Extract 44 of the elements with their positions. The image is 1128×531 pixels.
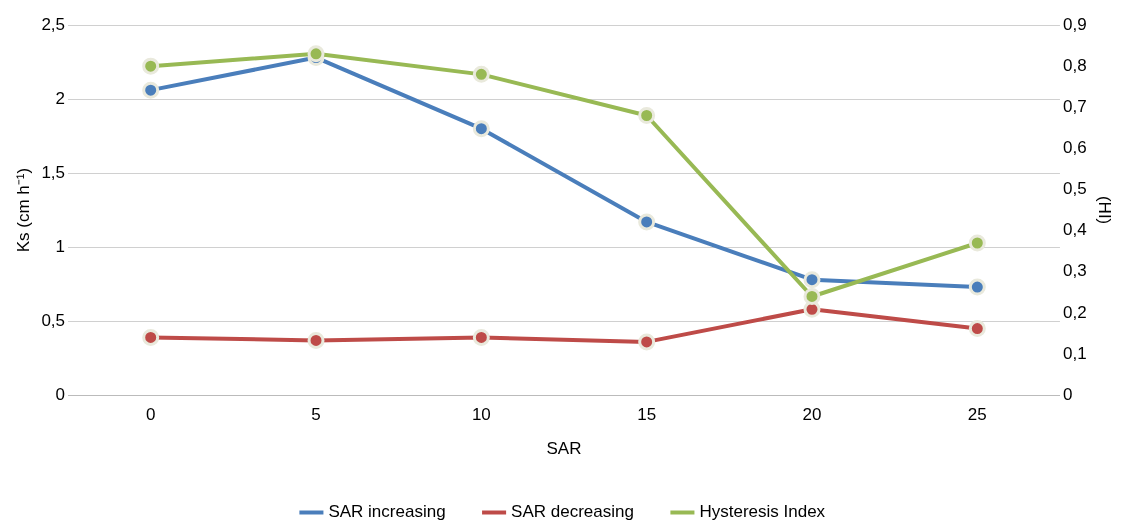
x-tick-label: 25 [967,405,987,425]
y2-tick-label: 0 [1062,384,1073,404]
y-tick-label: 0 [55,384,66,404]
x-tick-label: 0 [145,405,156,425]
point [638,333,656,351]
point [142,81,160,99]
legend-label: SAR decreasing [511,502,634,522]
point [968,234,986,252]
y-tick-label: 1 [55,236,66,256]
legend-label: SAR increasing [328,502,446,522]
y-axis-title: Ks (cm h⁻¹) [13,167,33,253]
legend-label: Hysteresis Index [699,502,826,522]
x-tick-label: 20 [802,405,822,425]
y2-tick-label: 0,1 [1062,343,1087,363]
point [968,320,986,338]
point [472,65,490,83]
point [142,328,160,346]
point [472,120,490,138]
y2-tick-label: 0,4 [1062,220,1087,240]
y-tick-label: 2,5 [41,14,66,34]
x-axis-title: SAR [546,439,582,459]
y2-tick-label: 0,3 [1062,261,1087,281]
point [307,45,325,63]
point [142,57,160,75]
x-tick-label: 15 [637,405,657,425]
y2-tick-label: 0,6 [1062,138,1087,158]
point [638,106,656,124]
point [472,328,490,346]
y2-tick-label: 0,5 [1062,179,1087,199]
x-tick-label: 5 [311,405,321,425]
point [803,287,821,305]
point [638,213,656,231]
point [803,271,821,289]
point [968,278,986,296]
y-tick-label: 2 [55,88,66,108]
y2-tick-label: 0,2 [1062,302,1087,322]
y2-axis-title: (HI) [1095,195,1115,225]
point [307,331,325,349]
y2-tick-label: 0,7 [1062,96,1087,116]
y2-tick-label: 0,8 [1062,55,1087,75]
y-tick-label: 1,5 [41,162,66,182]
y-tick-label: 0,5 [41,310,66,330]
x-tick-label: 10 [471,405,491,425]
y2-tick-label: 0,9 [1062,14,1087,34]
